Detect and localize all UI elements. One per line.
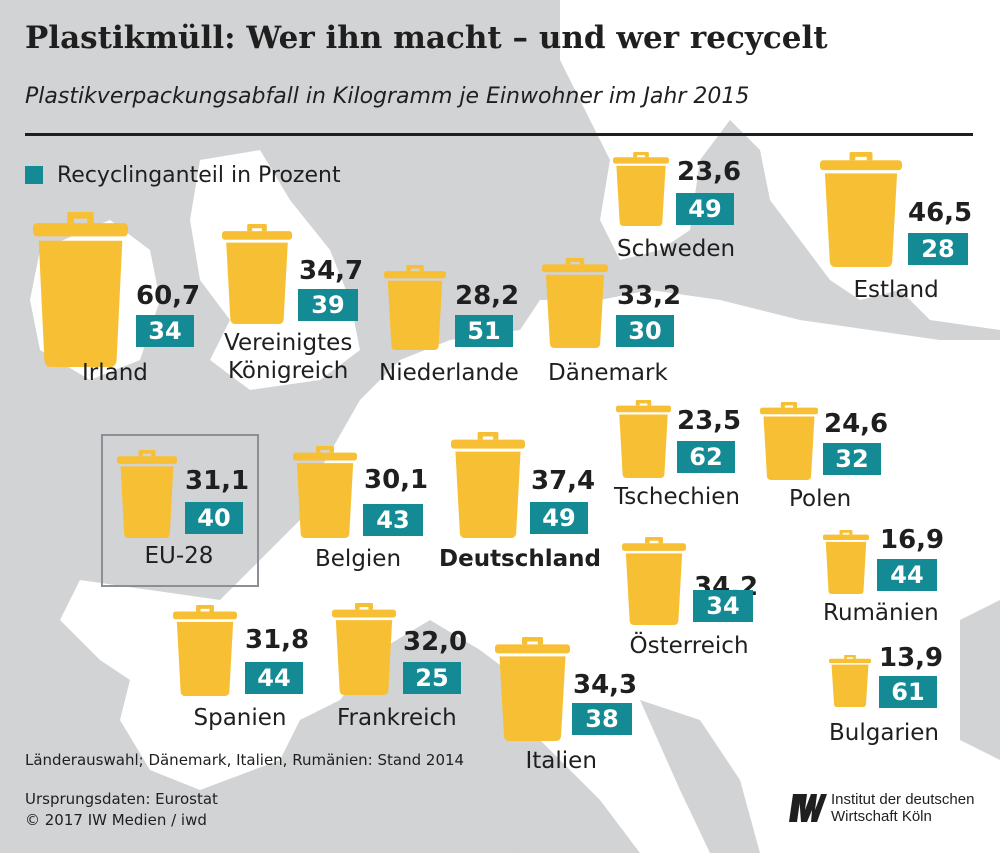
waste-value: 23,6 — [677, 157, 742, 187]
recycling-badge: 34 — [693, 590, 753, 622]
chart-subtitle: Plastikverpackungsabfall in Kilogramm je… — [25, 84, 750, 109]
trash-bin-icon — [332, 603, 396, 695]
recycling-badge: 49 — [676, 193, 734, 225]
waste-value: 24,6 — [824, 409, 889, 439]
trash-bin-icon — [823, 530, 869, 594]
country-name: Estland — [853, 277, 939, 303]
country-name: Rumänien — [823, 600, 939, 626]
trash-bin-icon — [451, 432, 525, 538]
country-name: Bulgarien — [829, 720, 940, 746]
waste-value: 34,7 — [299, 256, 364, 286]
waste-value: 23,5 — [677, 406, 742, 436]
trash-bin-icon — [616, 400, 671, 478]
logo-line-2: Wirtschaft Köln — [831, 808, 932, 826]
chart-title: Plastikmüll: Wer ihn macht – und wer rec… — [25, 20, 828, 56]
iw-logo-mark-icon — [789, 794, 827, 823]
waste-value: 31,1 — [185, 466, 250, 496]
trash-bin-icon — [384, 265, 446, 350]
legend-label: Recyclinganteil in Prozent — [57, 162, 341, 188]
waste-value: 34,3 — [573, 670, 638, 700]
trash-bin-icon — [542, 258, 608, 348]
waste-value: 31,8 — [245, 625, 310, 655]
copyright-note: © 2017 IW Medien / iwd — [25, 811, 207, 829]
country-name: Polen — [789, 486, 852, 512]
trash-bin-icon — [33, 212, 128, 367]
country-name: Italien — [525, 748, 597, 774]
trash-bin-icon — [293, 446, 357, 538]
waste-value: 37,4 — [531, 466, 596, 496]
recycling-badge: 62 — [677, 441, 735, 473]
recycling-badge: 38 — [572, 703, 632, 735]
trash-bin-icon — [222, 224, 292, 324]
waste-value: 28,2 — [455, 281, 520, 311]
trash-bin-icon — [760, 402, 818, 480]
trash-bin-icon — [820, 152, 902, 267]
trash-bin-icon — [622, 537, 686, 625]
waste-value: 46,5 — [908, 198, 973, 228]
country-name: Frankreich — [337, 705, 457, 731]
country-name: Deutschland — [439, 546, 601, 572]
legend-swatch-teal — [25, 166, 43, 184]
trash-bin-icon — [173, 605, 237, 696]
recycling-badge: 30 — [616, 315, 674, 347]
recycling-badge: 40 — [185, 502, 243, 534]
trash-bin-icon — [495, 637, 570, 741]
recycling-badge: 39 — [298, 289, 358, 321]
waste-value: 16,9 — [880, 525, 945, 555]
source-note: Ursprungsdaten: Eurostat — [25, 790, 218, 808]
recycling-badge: 44 — [877, 559, 937, 591]
eu28-highlight-box — [101, 434, 259, 587]
legend: Recyclinganteil in Prozent — [25, 160, 341, 190]
country-name: Niederlande — [379, 360, 519, 386]
country-name: Vereinigtes Königreich — [224, 330, 353, 384]
title-divider — [25, 133, 973, 136]
country-name: Tschechien — [614, 484, 740, 510]
trash-bin-icon — [613, 152, 669, 226]
iw-logo: Institut der deutschen Wirtschaft Köln — [789, 791, 974, 826]
recycling-badge: 32 — [823, 443, 881, 475]
country-name: Dänemark — [548, 360, 668, 386]
trash-bin-icon — [117, 450, 177, 538]
country-name: Österreich — [629, 633, 749, 659]
logo-line-1: Institut der deutschen — [831, 791, 975, 808]
country-name: Irland — [82, 360, 148, 386]
country-name: Spanien — [193, 705, 287, 731]
waste-value: 30,1 — [364, 465, 429, 495]
recycling-badge: 51 — [455, 315, 513, 347]
recycling-badge: 44 — [245, 662, 303, 694]
country-name: EU-28 — [144, 543, 214, 569]
waste-value: 32,0 — [403, 627, 468, 657]
iw-logo-text: Institut der deutschen Wirtschaft Köln — [831, 791, 974, 826]
country-name: Schweden — [617, 236, 736, 262]
recycling-badge: 25 — [403, 662, 461, 694]
country-name: Belgien — [315, 546, 402, 572]
recycling-badge: 28 — [908, 233, 968, 265]
trash-bin-icon — [829, 655, 871, 707]
waste-value: 33,2 — [617, 281, 682, 311]
recycling-badge: 43 — [363, 504, 423, 536]
footnote: Länderauswahl; Dänemark, Italien, Rumäni… — [25, 751, 465, 769]
recycling-badge: 34 — [136, 315, 194, 347]
recycling-badge: 49 — [530, 502, 588, 534]
recycling-badge: 61 — [879, 676, 937, 708]
waste-value: 60,7 — [136, 281, 201, 311]
waste-value: 13,9 — [879, 643, 944, 673]
